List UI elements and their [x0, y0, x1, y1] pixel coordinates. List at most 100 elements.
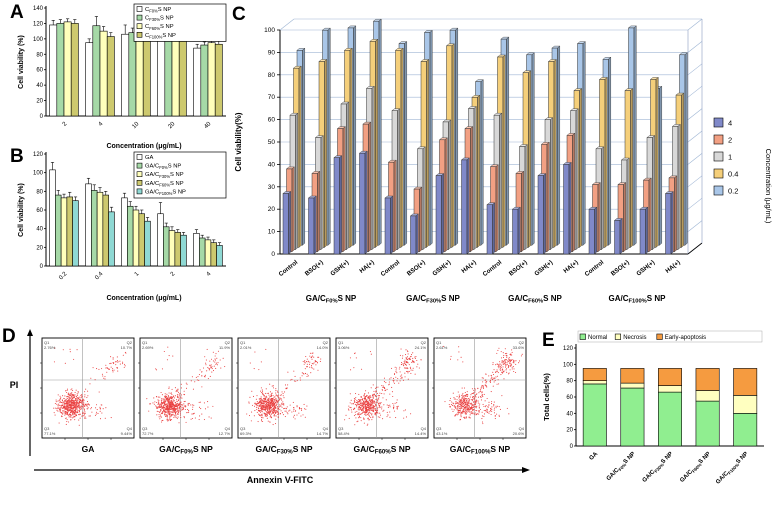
svg-text:PI: PI: [10, 380, 19, 390]
svg-text:2.61%: 2.61%: [436, 345, 448, 350]
svg-text:10: 10: [131, 121, 140, 130]
svg-text:2: 2: [728, 136, 732, 145]
svg-text:Q4: Q4: [421, 426, 427, 431]
svg-text:80: 80: [566, 379, 573, 385]
svg-text:Normal: Normal: [588, 335, 607, 341]
svg-text:2.69%: 2.69%: [142, 345, 154, 350]
svg-text:GSH(+): GSH(+): [533, 259, 554, 278]
panel-label-e: E: [542, 330, 555, 351]
svg-text:CF100%S NP: CF100%S NP: [145, 33, 176, 40]
svg-text:50: 50: [268, 139, 276, 146]
svg-text:10.7%: 10.7%: [121, 345, 133, 350]
svg-text:20: 20: [268, 206, 276, 213]
svg-text:10: 10: [268, 229, 276, 236]
svg-text:0: 0: [271, 251, 275, 258]
svg-text:Q2: Q2: [519, 340, 525, 345]
svg-text:0.4: 0.4: [94, 271, 105, 282]
svg-text:40: 40: [268, 161, 276, 168]
svg-text:20: 20: [167, 121, 176, 130]
svg-text:Q3: Q3: [240, 426, 246, 431]
svg-text:GA/CF30%S NP: GA/CF30%S NP: [406, 294, 460, 305]
svg-text:69.3%: 69.3%: [240, 431, 252, 436]
svg-text:30: 30: [268, 184, 276, 191]
svg-text:80: 80: [36, 189, 43, 195]
panelE-svg: 0 20 40 60 80 100 120 Total cells(%) GA GA/CF0%S …: [542, 330, 764, 486]
svg-text:CF0%S NP: CF0%S NP: [145, 7, 171, 14]
svg-text:24.1%: 24.1%: [415, 345, 427, 350]
svg-text:Q2: Q2: [323, 340, 329, 345]
svg-text:80: 80: [268, 72, 276, 79]
svg-text:0.2: 0.2: [728, 187, 738, 196]
svg-text:0: 0: [40, 264, 44, 270]
svg-text:BSO(+): BSO(+): [610, 259, 631, 278]
svg-text:Q2: Q2: [127, 340, 133, 345]
svg-text:14.0%: 14.0%: [317, 345, 329, 350]
svg-text:58.4%: 58.4%: [338, 431, 350, 436]
svg-text:Q3: Q3: [436, 426, 442, 431]
svg-text:GA: GA: [82, 444, 95, 454]
svg-text:HA(+): HA(+): [358, 259, 375, 275]
svg-text:2: 2: [170, 271, 177, 278]
svg-text:Concentration (μg/mL): Concentration (μg/mL): [764, 149, 772, 224]
svg-text:GA/CF100%S NP: GA/CF100%S NP: [450, 444, 511, 456]
svg-text:9.44%: 9.44%: [121, 431, 133, 436]
panel-label-a: A: [10, 2, 24, 23]
svg-text:60: 60: [566, 395, 573, 401]
svg-text:CF30%S NP: CF30%S NP: [145, 16, 174, 23]
svg-text:Q4: Q4: [323, 426, 329, 431]
panel-c-3d-bar-chart: 0 10 20 30 40 50 60 70 80 90 100 Cell viability(%) C…: [228, 0, 772, 332]
panel-label-c: C: [232, 4, 246, 25]
svg-text:120: 120: [563, 346, 574, 352]
svg-text:BSO(+): BSO(+): [304, 259, 325, 278]
svg-text:Annexin V-FITC: Annexin V-FITC: [247, 475, 314, 485]
svg-text:Q1: Q1: [142, 340, 148, 345]
svg-text:100: 100: [33, 37, 44, 43]
svg-text:GA/CF100%S NP: GA/CF100%S NP: [715, 451, 750, 486]
svg-text:14.7%: 14.7%: [317, 431, 329, 436]
panel-b-grouped-bar-chart: 0 20 40 60 80 100 120 0.2 0.4 1 2 4 Concentration (μ…: [16, 150, 228, 302]
svg-text:20: 20: [36, 245, 43, 251]
svg-text:Concentration (μg/mL): Concentration (μg/mL): [106, 295, 181, 302]
svg-text:BSO(+): BSO(+): [406, 259, 427, 278]
panelA-svg: 0 20 40 60 80 100 120 140 2 4 10 20 40 Concentration …: [18, 3, 227, 150]
panelC-svg: 0 10 20 30 40 50 60 70 80 90 100 Cell viability(%) C…: [234, 18, 772, 305]
svg-text:Total cells(%): Total cells(%): [542, 373, 551, 421]
svg-text:1: 1: [728, 153, 732, 162]
svg-text:14.4%: 14.4%: [415, 431, 427, 436]
svg-text:60: 60: [36, 208, 43, 214]
svg-text:HA(+): HA(+): [664, 259, 681, 275]
svg-text:Control: Control: [380, 259, 402, 278]
svg-text:60: 60: [36, 68, 43, 74]
svg-text:Cell viability (%): Cell viability (%): [18, 35, 25, 89]
svg-text:Q4: Q4: [519, 426, 525, 431]
svg-text:70: 70: [268, 94, 276, 101]
svg-text:HA(+): HA(+): [562, 259, 579, 275]
svg-text:Q1: Q1: [338, 340, 344, 345]
svg-text:72.7%: 72.7%: [142, 431, 154, 436]
svg-text:2: 2: [62, 121, 69, 128]
panel-label-d: D: [2, 326, 16, 347]
svg-text:GA/CF0%S NP: GA/CF0%S NP: [145, 164, 181, 171]
svg-text:Control: Control: [278, 259, 300, 278]
svg-text:GA/CF30%S NP: GA/CF30%S NP: [255, 444, 312, 456]
svg-text:GSH(+): GSH(+): [635, 259, 656, 278]
panel-label-b: B: [10, 146, 24, 167]
svg-text:120: 120: [33, 21, 44, 27]
svg-text:Q2: Q2: [225, 340, 231, 345]
svg-text:140: 140: [33, 6, 44, 12]
svg-text:Q1: Q1: [44, 340, 50, 345]
svg-text:4: 4: [728, 119, 732, 128]
svg-text:100: 100: [563, 362, 574, 368]
svg-text:GSH(+): GSH(+): [431, 259, 452, 278]
svg-text:90: 90: [268, 49, 276, 56]
svg-text:Q3: Q3: [44, 426, 50, 431]
svg-text:Cell viability(%): Cell viability(%): [234, 112, 243, 171]
svg-text:Q4: Q4: [225, 426, 231, 431]
svg-text:80: 80: [36, 52, 43, 58]
panelB-svg: 0 20 40 60 80 100 120 0.2 0.4 1 2 4 Concentration (μ…: [18, 151, 227, 302]
svg-text:Early-apoptosis: Early-apoptosis: [665, 335, 706, 341]
svg-text:GA/CF0%S NP: GA/CF0%S NP: [606, 451, 637, 482]
svg-text:Q2: Q2: [421, 340, 427, 345]
